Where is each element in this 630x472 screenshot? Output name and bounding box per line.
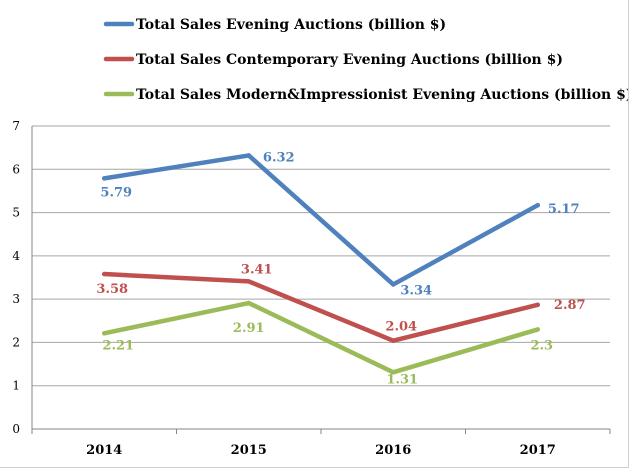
series-line: [102, 271, 540, 343]
data-point: [535, 302, 540, 307]
data-label: 5.79: [100, 185, 132, 200]
data-point: [391, 338, 396, 343]
data-label: 6.32: [263, 150, 295, 165]
y-axis: 0 1 2 3 4 5 6 7: [12, 119, 33, 436]
legend-item: Total Sales Contemporary Evening Auction…: [103, 52, 563, 68]
data-point: [391, 282, 396, 287]
y-tick-label: 5: [12, 206, 20, 220]
data-label: 2.87: [554, 298, 586, 313]
data-point: [102, 331, 107, 336]
y-tick-label: 1: [12, 379, 20, 393]
x-tick-label: 2014: [86, 443, 122, 458]
legend-item: Total Sales Evening Auctions (billion $): [103, 17, 446, 33]
data-label: 3.41: [241, 262, 273, 277]
data-label: 2.91: [233, 321, 265, 336]
legend-item: Total Sales Modern&Impressionist Evening…: [103, 87, 630, 103]
legend-label: Total Sales Contemporary Evening Auction…: [136, 52, 563, 68]
data-point: [102, 271, 107, 277]
legend: Total Sales Evening Auctions (billion $)…: [103, 17, 630, 103]
x-axis: 2014 2015 2016 2017: [31, 429, 611, 458]
data-point: [391, 370, 396, 375]
data-label: 3.34: [400, 283, 432, 298]
data-label: 2.3: [530, 338, 553, 353]
y-tick-label: 7: [12, 119, 20, 133]
series-line: [102, 300, 540, 375]
data-label: 2.04: [385, 320, 417, 335]
y-tick-label: 6: [12, 162, 20, 176]
legend-label: Total Sales Evening Auctions (billion $): [136, 17, 446, 33]
data-label: 5.17: [548, 202, 580, 217]
series-layer: [102, 153, 540, 375]
data-point: [102, 176, 107, 181]
data-label: 1.31: [386, 372, 418, 387]
data-label: 3.58: [96, 282, 128, 297]
x-tick-label: 2017: [520, 443, 556, 458]
legend-label: Total Sales Modern&Impressionist Evening…: [136, 87, 628, 103]
y-tick-label: 3: [12, 292, 20, 306]
x-tick-label: 2015: [231, 443, 267, 458]
x-tick-label: 2016: [375, 443, 411, 458]
series-line: [102, 153, 540, 287]
grid: [32, 125, 610, 430]
data-point: [246, 300, 251, 306]
data-labels-layer: 5.79 6.32 3.34 5.17 3.58 3.41 2.04 2.87 2.21 2.91…: [96, 150, 585, 387]
y-tick-label: 2: [12, 335, 20, 349]
data-point: [246, 279, 251, 284]
data-point: [535, 327, 540, 332]
y-tick-label: 4: [12, 249, 20, 263]
y-tick-label: 0: [12, 422, 20, 436]
data-point: [535, 203, 540, 208]
data-label: 2.21: [102, 338, 134, 353]
data-point: [246, 153, 251, 158]
